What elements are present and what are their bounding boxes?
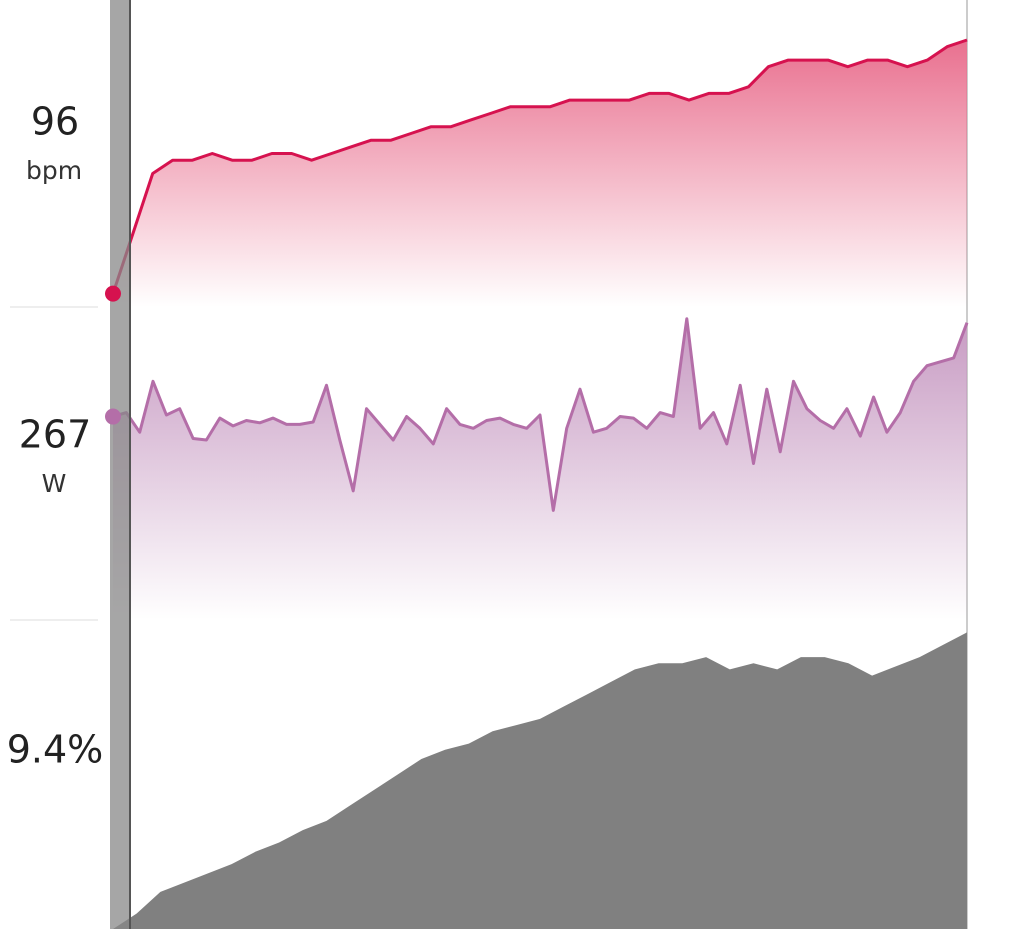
area-fill [113, 40, 967, 307]
line [112, 317, 969, 512]
unit: bpm [26, 156, 82, 185]
readout: 9.4% [7, 728, 104, 772]
readout: 96 [31, 100, 79, 144]
area-fill [113, 318, 967, 620]
start-marker [105, 285, 121, 302]
unit: W [42, 469, 67, 498]
cursor[interactable] [110, 0, 130, 929]
start-marker [105, 408, 121, 425]
area [113, 632, 967, 929]
readout: 267 [19, 413, 92, 457]
line [111, 38, 968, 295]
